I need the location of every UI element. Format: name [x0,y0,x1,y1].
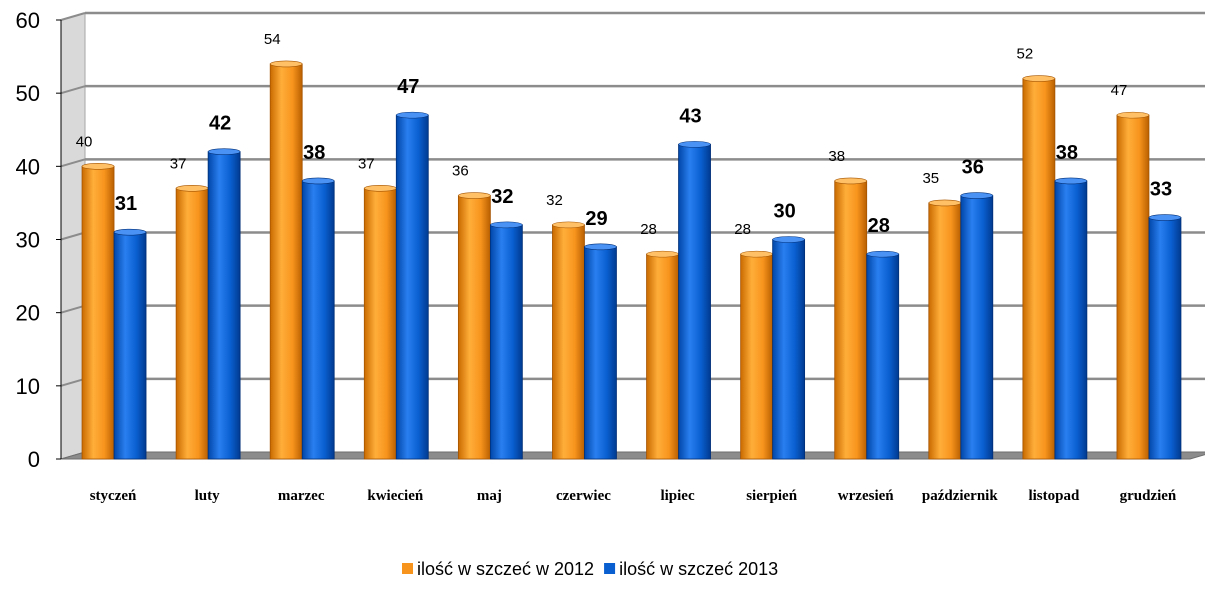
data-label-2013-styczeń: 31 [115,193,137,215]
gridline-depth [60,12,86,21]
bar-2012-lipiec [646,250,679,460]
x-tick-label: wrzesień [838,488,894,504]
legend-item-1: ilość w szczeć w 2012 [402,559,594,579]
bar-2012-luty [175,184,209,460]
legend: ilość w szczeć w 2012 ilość w szczeć 2013 [402,559,778,579]
bar-2012-grudzień [1116,111,1150,460]
legend-label: ilość w szczeć w 2012 [417,559,594,579]
bar-2013-luty [207,148,241,460]
gridline-depth [60,231,86,241]
x-axis-ticks: styczeń luty marzec kwiecień maj czerwiec lipi… [90,488,1177,504]
data-label-2013-listopad: 38 [1056,142,1078,164]
x-tick-label: październik [922,488,998,504]
bar-2013-marzec [301,177,335,460]
data-label-2013-grudzień: 33 [1150,179,1172,201]
data-label-2012-sierpień: 28 [734,221,751,238]
y-tick-label: 10 [16,374,40,399]
gridline-depth [60,158,86,168]
data-label-2012-marzec: 54 [264,31,281,48]
y-tick-label: 20 [16,301,40,326]
bar-2013-kwiecień [395,111,429,460]
y-tick-label: 0 [28,447,40,472]
x-tick-label: maj [477,488,502,504]
bar-2012-listopad [1022,75,1056,460]
bar-2013-styczeń [113,228,147,460]
x-tick-label: kwiecień [367,488,423,504]
bar-2012-styczeń [81,163,115,460]
data-label-2012-październik: 35 [922,170,939,187]
data-label-2013-marzec: 38 [303,142,325,164]
bar-2013-listopad [1054,177,1088,460]
legend-swatch [604,563,616,574]
data-label-2012-wrzesień: 38 [828,148,845,165]
y-tick-label: 30 [16,228,40,253]
data-label-2013-październik: 36 [962,157,984,179]
data-label-2013-kwiecień: 47 [397,76,419,98]
gridline-depth [60,85,86,95]
gridline-depth [60,304,86,314]
legend-label: ilość w szczeć 2013 [619,559,778,579]
data-labels: 40 31 37 42 54 38 37 47 36 32 32 29 28 43 28 30 38 28 35 36… [76,31,1172,238]
bar-2012-maj [457,192,491,460]
bar-2013-czerwiec [584,243,617,460]
y-tick-label: 60 [16,8,40,33]
legend-item-2: ilość w szczeć 2013 [604,559,778,579]
x-tick-label: lipiec [660,488,695,504]
data-label-2012-czerwiec: 32 [546,192,563,209]
gridline-depth [60,377,86,387]
bar-2012-wrzesień [834,177,868,460]
bar-2012-sierpień [740,250,774,460]
bar-2012-październik [928,199,962,460]
x-tick-label: styczeń [90,488,137,504]
bar-2013-maj [489,221,523,460]
x-tick-label: marzec [278,488,325,504]
data-label-2012-styczeń: 40 [76,133,93,150]
data-label-2013-maj: 32 [491,186,513,208]
bar-2013-grudzień [1148,214,1182,460]
bar-2013-sierpień [772,236,806,460]
data-label-2012-lipiec: 28 [640,221,657,238]
data-label-2013-czerwiec: 29 [585,208,607,230]
x-tick-label: grudzień [1120,488,1177,504]
data-label-2012-kwiecień: 37 [358,155,375,172]
bar-2012-czerwiec [552,221,585,460]
data-label-2012-luty: 37 [170,155,187,172]
legend-swatch [402,563,413,574]
bar-2013-październik [960,192,994,460]
bar-2012-marzec [269,60,303,460]
data-label-2012-listopad: 52 [1017,46,1034,63]
floor [60,451,1205,460]
y-tick-label: 40 [16,154,40,179]
y-tick-label: 50 [16,81,40,106]
y-axis-ticks: 0 10 20 30 40 50 60 [16,8,62,472]
data-label-2013-luty: 42 [209,113,231,135]
x-tick-label: sierpień [746,488,797,504]
bar-2013-lipiec [678,141,711,460]
bar-2013-wrzesień [866,250,900,460]
x-tick-label: czerwiec [556,488,611,504]
data-label-2013-lipiec: 43 [679,105,701,127]
bars [81,60,1182,460]
bar-2012-kwiecień [363,184,397,460]
data-label-2012-grudzień: 47 [1111,82,1128,99]
data-label-2013-sierpień: 30 [774,201,796,223]
x-tick-label: luty [195,488,221,504]
data-label-2013-wrzesień: 28 [868,215,890,237]
x-tick-label: listopad [1028,488,1080,504]
data-label-2012-maj: 36 [452,163,469,180]
